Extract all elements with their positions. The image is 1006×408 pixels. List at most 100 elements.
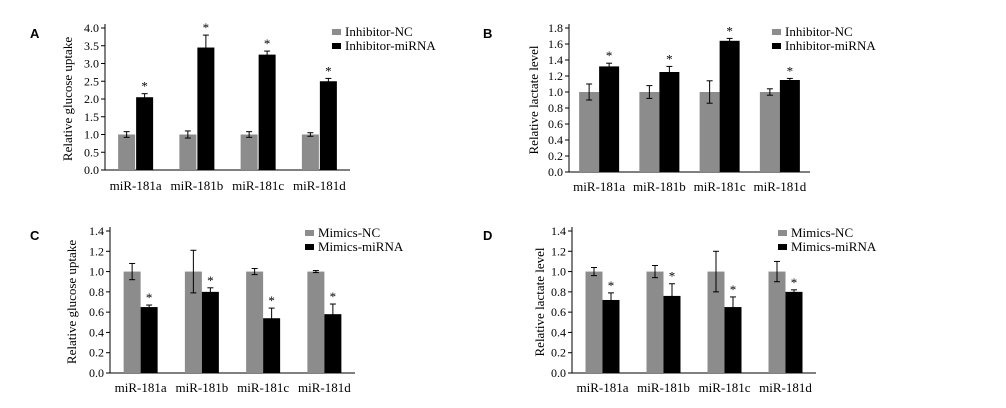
bar-treated bbox=[140, 307, 158, 373]
y-tick-label: 0.0 bbox=[84, 163, 99, 177]
x-category-label: miR-181d bbox=[759, 380, 812, 395]
significance-star: * bbox=[669, 269, 676, 284]
legend-label: Inhibitor-miRNA bbox=[785, 38, 876, 53]
x-category-label: miR-181a bbox=[577, 380, 629, 395]
legend-swatch bbox=[305, 244, 314, 250]
y-tick-label: 0.8 bbox=[89, 285, 104, 299]
bar-treated bbox=[724, 307, 742, 373]
chart-panel-b: B Relative lactate level 0.0 0.2 0.4 0.6 0.8 1.… bbox=[483, 21, 876, 194]
y-tick-label: 1.6 bbox=[548, 37, 563, 51]
legend-label: Inhibitor-NC bbox=[785, 24, 853, 39]
bar-control bbox=[579, 92, 600, 172]
x-category-label: miR-181d bbox=[754, 179, 807, 194]
significance-star: * bbox=[726, 23, 733, 38]
significance-star: * bbox=[730, 282, 737, 297]
significance-star: * bbox=[264, 36, 271, 51]
bar-treated bbox=[319, 81, 337, 170]
bar-treated bbox=[659, 72, 680, 172]
y-tick-label: 3.0 bbox=[84, 57, 99, 71]
legend-swatch bbox=[305, 230, 314, 236]
legend-label: Mimics-miRNA bbox=[791, 239, 877, 254]
y-axis-title: Relative lactate level bbox=[526, 45, 541, 154]
y-tick-label: 0.6 bbox=[89, 305, 104, 319]
legend-label: Inhibitor-miRNA bbox=[345, 38, 436, 53]
bar-control bbox=[707, 271, 725, 373]
bar-treated bbox=[263, 318, 281, 373]
legend-label: Mimics-NC bbox=[791, 225, 853, 240]
y-tick-label: 1.5 bbox=[84, 110, 99, 124]
x-category-label: miR-181c bbox=[694, 179, 746, 194]
significance-star: * bbox=[666, 51, 673, 66]
y-tick-label: 1.0 bbox=[89, 265, 104, 279]
bar-treated bbox=[719, 40, 740, 172]
bar-control bbox=[646, 271, 664, 373]
legend-swatch bbox=[778, 244, 787, 250]
significance-star: * bbox=[787, 63, 794, 78]
bar-control bbox=[184, 271, 202, 373]
panel-letter: D bbox=[483, 228, 492, 243]
y-tick-label: 1.4 bbox=[548, 53, 563, 67]
chart-panel-c: C Relative glucose uptake 0.0 0.2 0.4 0.6 0.8 1… bbox=[30, 224, 404, 395]
y-tick-label: 0.2 bbox=[551, 346, 566, 360]
legend-label: Inhibitor-NC bbox=[345, 24, 413, 39]
bar-treated bbox=[258, 54, 276, 170]
panel-letter: C bbox=[30, 228, 40, 243]
y-tick-label: 1.2 bbox=[89, 244, 104, 258]
y-tick-label: 1.8 bbox=[548, 21, 563, 35]
y-tick-label: 0.4 bbox=[551, 325, 566, 339]
x-category-label: miR-181a bbox=[573, 179, 625, 194]
x-category-label: miR-181a bbox=[110, 178, 162, 193]
x-category-label: miR-181d bbox=[293, 178, 346, 193]
bar-control bbox=[246, 271, 264, 373]
x-category-label: miR-181c bbox=[699, 380, 751, 395]
significance-star: * bbox=[325, 63, 332, 78]
y-tick-label: 1.4 bbox=[89, 224, 104, 238]
y-tick-label: 0.8 bbox=[551, 285, 566, 299]
bar-treated bbox=[785, 291, 803, 373]
significance-star: * bbox=[146, 290, 153, 305]
legend-swatch bbox=[772, 29, 781, 35]
legend-swatch bbox=[332, 43, 341, 49]
y-tick-label: 1.2 bbox=[548, 69, 563, 83]
y-tick-label: 4.0 bbox=[84, 21, 99, 35]
significance-star: * bbox=[207, 273, 214, 288]
y-tick-label: 0.6 bbox=[551, 305, 566, 319]
x-category-label: miR-181b bbox=[637, 380, 690, 395]
y-tick-label: 0.5 bbox=[84, 145, 99, 159]
panel-letter: A bbox=[30, 26, 40, 41]
y-tick-label: 2.5 bbox=[84, 74, 99, 88]
bar-control bbox=[118, 134, 136, 170]
y-tick-label: 0.4 bbox=[548, 133, 563, 147]
bar-treated bbox=[663, 295, 681, 373]
significance-star: * bbox=[606, 48, 613, 63]
legend-swatch bbox=[772, 43, 781, 49]
bar-treated bbox=[201, 291, 219, 373]
y-tick-label: 0.2 bbox=[89, 346, 104, 360]
legend-swatch bbox=[332, 29, 341, 35]
x-category-label: miR-181c bbox=[237, 380, 289, 395]
legend-label: Mimics-NC bbox=[318, 225, 380, 240]
bar-control bbox=[768, 271, 786, 373]
bar-control bbox=[699, 92, 720, 172]
bar-treated bbox=[779, 80, 800, 172]
y-tick-label: 0.2 bbox=[548, 149, 563, 163]
chart-panel-d: D Relative lactate level 0.0 0.2 0.4 0.6 0.8 1.… bbox=[483, 224, 877, 395]
chart-panel-a: A Relative glucose uptake 0.0 0.5 1.0 1.5 2.0 2… bbox=[30, 20, 436, 193]
bar-treated bbox=[599, 66, 620, 172]
significance-star: * bbox=[203, 20, 210, 35]
significance-star: * bbox=[330, 289, 337, 304]
bar-control bbox=[179, 134, 197, 170]
y-tick-label: 0.8 bbox=[548, 101, 563, 115]
y-axis-title: Relative glucose uptake bbox=[64, 240, 79, 364]
y-tick-label: 0.6 bbox=[548, 117, 563, 131]
y-tick-label: 0.0 bbox=[89, 366, 104, 380]
bar-control bbox=[123, 271, 141, 373]
x-category-label: miR-181a bbox=[115, 380, 167, 395]
x-category-label: miR-181d bbox=[298, 380, 351, 395]
significance-star: * bbox=[141, 79, 148, 94]
bar-control bbox=[301, 134, 319, 170]
bar-control bbox=[307, 271, 325, 373]
legend-label: Mimics-miRNA bbox=[318, 239, 404, 254]
legend-swatch bbox=[778, 230, 787, 236]
